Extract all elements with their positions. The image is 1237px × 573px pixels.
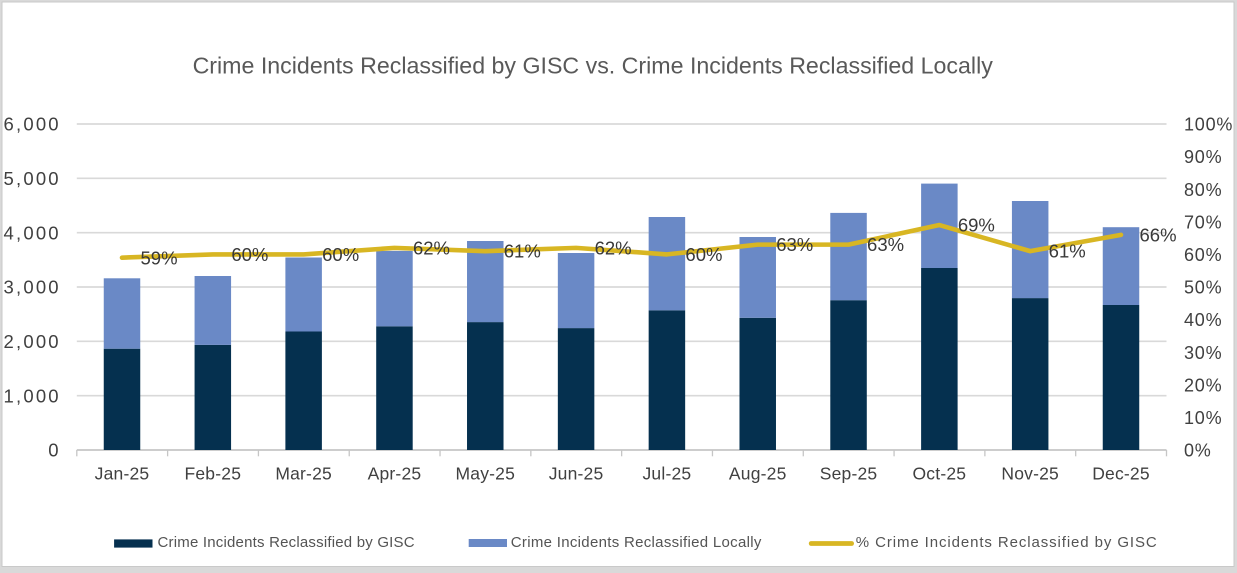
svg-text:0%: 0%: [1184, 441, 1212, 461]
svg-text:4,000: 4,000: [4, 222, 61, 243]
svg-text:63%: 63%: [867, 234, 904, 255]
svg-text:10%: 10%: [1184, 408, 1222, 428]
svg-text:59%: 59%: [141, 247, 178, 268]
svg-text:Jan-25: Jan-25: [95, 463, 150, 483]
svg-text:50%: 50%: [1184, 278, 1222, 298]
svg-text:Crime Incidents Reclassified b: Crime Incidents Reclassified by GISC: [158, 534, 415, 551]
svg-text:Crime Incidents Reclassified b: Crime Incidents Reclassified by GISC vs.…: [193, 52, 994, 78]
svg-text:Apr-25: Apr-25: [368, 463, 422, 483]
svg-text:Nov-25: Nov-25: [1001, 463, 1059, 483]
svg-text:80%: 80%: [1184, 180, 1222, 200]
svg-text:Crime Incidents Reclassified L: Crime Incidents Reclassified Locally: [511, 534, 762, 551]
svg-text:% Crime Incidents Reclassified: % Crime Incidents Reclassified by GISC: [856, 534, 1158, 551]
svg-text:90%: 90%: [1184, 147, 1222, 167]
svg-text:60%: 60%: [231, 244, 268, 265]
svg-text:Dec-25: Dec-25: [1092, 463, 1150, 483]
svg-text:66%: 66%: [1140, 224, 1177, 245]
svg-text:69%: 69%: [958, 215, 995, 236]
svg-text:60%: 60%: [1184, 245, 1222, 265]
svg-text:100%: 100%: [1184, 115, 1233, 135]
svg-text:63%: 63%: [776, 234, 813, 255]
svg-text:70%: 70%: [1184, 212, 1222, 232]
svg-text:20%: 20%: [1184, 375, 1222, 395]
svg-text:60%: 60%: [322, 244, 359, 265]
svg-text:Jun-25: Jun-25: [549, 463, 604, 483]
svg-text:0: 0: [48, 440, 61, 461]
svg-text:May-25: May-25: [455, 463, 515, 483]
svg-text:5,000: 5,000: [4, 168, 61, 189]
svg-text:Aug-25: Aug-25: [729, 463, 787, 483]
svg-text:Mar-25: Mar-25: [275, 463, 332, 483]
svg-text:30%: 30%: [1184, 343, 1222, 363]
svg-text:3,000: 3,000: [4, 277, 61, 298]
svg-text:40%: 40%: [1184, 310, 1222, 330]
svg-text:60%: 60%: [685, 244, 722, 265]
svg-text:61%: 61%: [1049, 241, 1086, 262]
svg-text:Oct-25: Oct-25: [913, 463, 967, 483]
svg-text:1,000: 1,000: [4, 385, 61, 406]
svg-text:2,000: 2,000: [4, 331, 61, 352]
svg-text:Sep-25: Sep-25: [820, 463, 878, 483]
svg-text:62%: 62%: [595, 237, 632, 258]
svg-text:61%: 61%: [504, 241, 541, 262]
svg-text:62%: 62%: [413, 237, 450, 258]
svg-text:Jul-25: Jul-25: [642, 463, 691, 483]
svg-text:6,000: 6,000: [4, 114, 61, 135]
svg-text:Feb-25: Feb-25: [184, 463, 241, 483]
